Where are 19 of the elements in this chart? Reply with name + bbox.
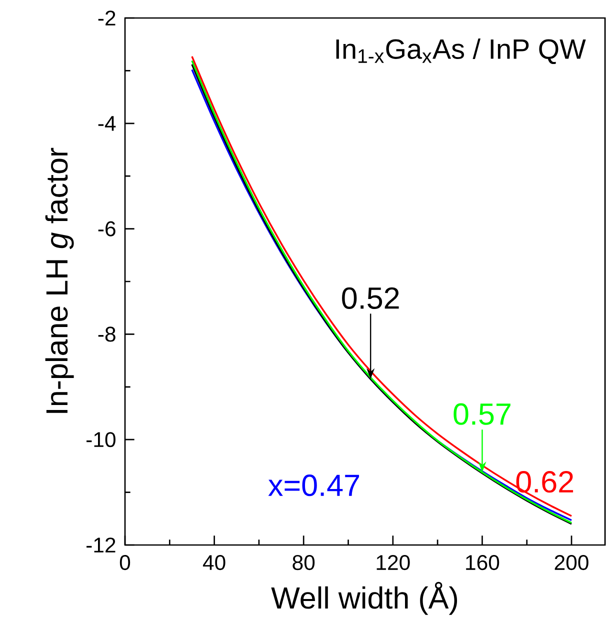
y-axis-title: In-plane LH g factor xyxy=(45,148,74,413)
x-tick-label: 200 xyxy=(554,555,588,570)
y-tick-label: -4 xyxy=(98,116,116,131)
y-tick-label: -2 xyxy=(98,10,116,26)
x-tick-label: 80 xyxy=(292,555,315,570)
x-axis-title: Well width (Å) xyxy=(271,582,458,615)
series-label: 0.62 xyxy=(516,471,574,493)
y-tick-label: -6 xyxy=(98,221,116,236)
y-tick-label: -8 xyxy=(98,326,116,342)
x-tick-label: 160 xyxy=(466,555,500,570)
text: x=0.47 xyxy=(268,474,359,496)
x-tick-label: 0 xyxy=(120,555,130,570)
y-tick-label: -12 xyxy=(86,538,116,552)
series-label: 0.57 xyxy=(454,403,510,425)
text: In$_{1-x}$Ga$_{x}$As / InP QW xyxy=(336,38,586,64)
series-label: 0.52 xyxy=(342,287,399,309)
x-tick-label: 120 xyxy=(376,555,410,570)
y-tick-label: -10 xyxy=(86,432,116,448)
x-tick-label: 40 xyxy=(202,555,226,570)
